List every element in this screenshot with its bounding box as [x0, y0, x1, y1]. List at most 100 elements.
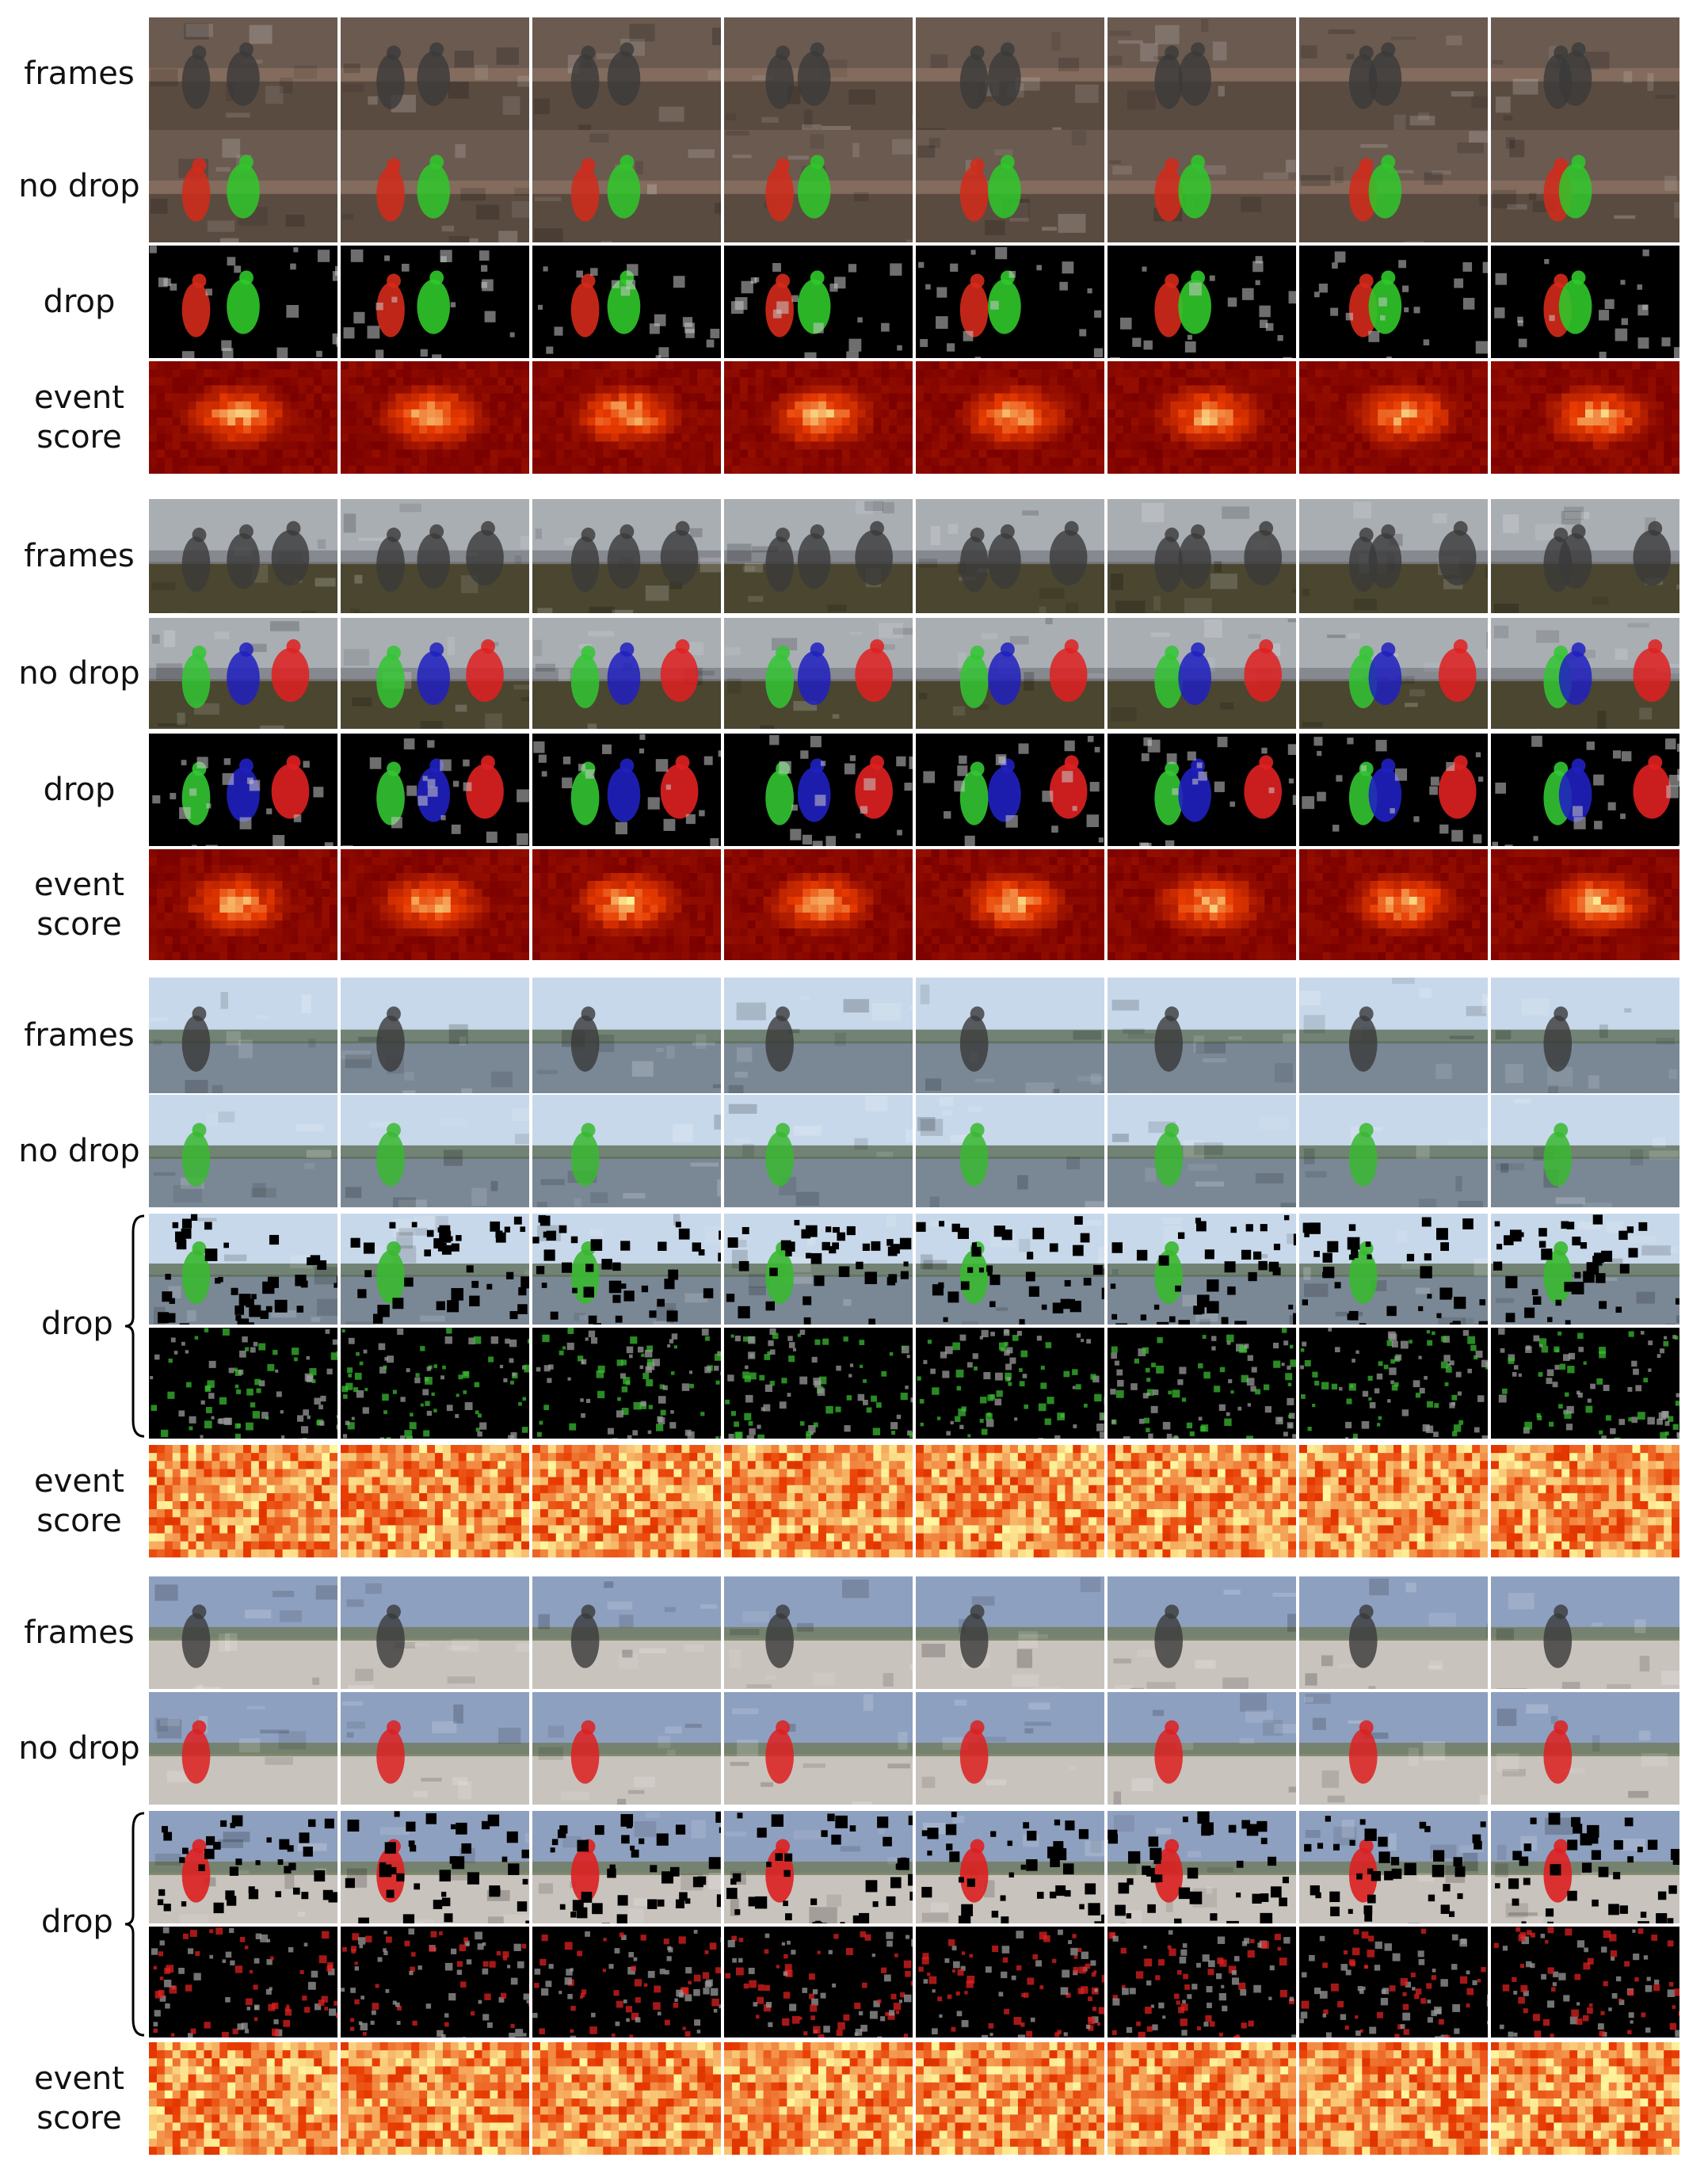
motocross-no-drop-frame-7 [1299, 1095, 1488, 1207]
motocross-drop-a-frame-5 [916, 1214, 1104, 1325]
motocross-drop-b-image-5 [916, 1328, 1104, 1439]
skater-event-score-frame-2 [341, 2042, 529, 2155]
skater-frames-image-8 [1491, 1576, 1679, 1689]
motocross-frames-label-text: frames [24, 1017, 135, 1054]
skater-drop-brace [120, 1811, 152, 2037]
bike-repair-drop-image-7 [1299, 246, 1488, 358]
motocross-drop-a-frame-1 [149, 1214, 337, 1325]
bike-repair-event-score-image-7 [1299, 361, 1488, 474]
bike-repair-frames-frame-6 [1108, 17, 1296, 130]
bike-repair-frames-label-text: frames [24, 55, 135, 92]
motocross-drop-b-frame-8 [1491, 1328, 1679, 1439]
skater-drop-b-row [0, 1927, 1708, 2037]
skater-event-score-frame-7 [1299, 2042, 1488, 2155]
bike-repair-drop-image-6 [1108, 246, 1296, 358]
bike-repair-frames-frame-2 [341, 17, 529, 130]
dog-training-event-score-image-2 [341, 849, 529, 960]
skater-event-score-image-8 [1491, 2042, 1679, 2155]
dog-training-frames-image-5 [916, 499, 1104, 613]
skater-no-drop-row-cells [149, 1692, 1679, 1805]
motocross-drop-a-row [0, 1214, 1708, 1325]
bike-repair-event-score-row [0, 361, 1708, 474]
event-score-label-line2: score [36, 419, 122, 456]
motocross-frames-frame-3 [532, 978, 721, 1093]
dog-training-event-score-frame-4 [724, 849, 913, 960]
bike-repair-drop-frame-8 [1491, 246, 1679, 358]
skater-event-score-frame-5 [916, 2042, 1104, 2155]
motocross-no-drop-image-7 [1299, 1095, 1488, 1207]
bike-repair-drop-frame-7 [1299, 246, 1488, 358]
skater-no-drop-row [0, 1692, 1708, 1805]
dog-training-frames-row [0, 499, 1708, 613]
dog-training-no-drop-frame-4 [724, 618, 913, 729]
dog-training-event-score-image-7 [1299, 849, 1488, 960]
dog-training-frames-image-2 [341, 499, 529, 613]
bike-repair-no-drop-frame-3 [532, 130, 721, 242]
bike-repair-frames-frame-5 [916, 17, 1104, 130]
skater-frames-frame-1 [149, 1576, 337, 1689]
skater-no-drop-image-8 [1491, 1692, 1679, 1805]
motocross-event-score-frame-7 [1299, 1445, 1488, 1557]
dog-training-frames-frame-5 [916, 499, 1104, 613]
motocross-no-drop-row [0, 1095, 1708, 1207]
bike-repair-no-drop-image-3 [532, 130, 721, 242]
bike-repair-frames-label: frames [0, 17, 158, 130]
dog-training-event-score-image-8 [1491, 849, 1679, 960]
bike-repair-event-score-frame-1 [149, 361, 337, 474]
dog-training-no-drop-frame-1 [149, 618, 337, 729]
bike-repair-no-drop-frame-7 [1299, 130, 1488, 242]
skater-no-drop-label: no drop [0, 1692, 158, 1805]
skater-drop-a-frame-7 [1299, 1811, 1488, 1923]
skater-event-score-frame-8 [1491, 2042, 1679, 2155]
dog-training-frames-frame-8 [1491, 499, 1679, 613]
bike-repair-drop-frame-1 [149, 246, 337, 358]
motocross-no-drop-frame-8 [1491, 1095, 1679, 1207]
skater-frames-frame-7 [1299, 1576, 1488, 1689]
skater-drop-b-row-cells [149, 1927, 1679, 2037]
motocross-event-score-image-7 [1299, 1445, 1488, 1557]
bike-repair-frames-frame-4 [724, 17, 913, 130]
skater-frames-frame-6 [1108, 1576, 1296, 1689]
bike-repair-frames-row [0, 17, 1708, 130]
skater-frames-label-text: frames [24, 1614, 135, 1651]
dog-training-drop-image-8 [1491, 734, 1679, 846]
dog-training-no-drop-label-text: no drop [18, 655, 140, 692]
skater-event-score-frame-3 [532, 2042, 721, 2155]
motocross-event-score-frame-4 [724, 1445, 913, 1557]
bike-repair-event-score-frame-3 [532, 361, 721, 474]
bike-repair-drop-frame-5 [916, 246, 1104, 358]
bike-repair-drop-frame-2 [341, 246, 529, 358]
motocross-frames-image-3 [532, 978, 721, 1093]
motocross-drop-a-image-2 [341, 1214, 529, 1325]
bike-repair-no-drop-frame-4 [724, 130, 913, 242]
motocross-drop-a-frame-2 [341, 1214, 529, 1325]
motocross-drop-b-row-cells [149, 1328, 1679, 1439]
skater-drop-a-image-3 [532, 1811, 721, 1923]
motocross-event-score-image-4 [724, 1445, 913, 1557]
motocross-frames-frame-6 [1108, 978, 1296, 1093]
motocross-event-score-frame-6 [1108, 1445, 1296, 1557]
skater-event-score-frame-1 [149, 2042, 337, 2155]
skater-drop-a-frame-8 [1491, 1811, 1679, 1923]
skater-drop-a-image-1 [149, 1811, 337, 1923]
dog-training-drop-image-3 [532, 734, 721, 846]
skater-drop-a-frame-2 [341, 1811, 529, 1923]
dog-training-event-score-image-3 [532, 849, 721, 960]
bike-repair-event-score-frame-2 [341, 361, 529, 474]
bike-repair-no-drop-image-4 [724, 130, 913, 242]
motocross-drop-a-image-1 [149, 1214, 337, 1325]
dog-training-frames-image-4 [724, 499, 913, 613]
skater-drop-b-frame-4 [724, 1927, 913, 2037]
dog-training-no-drop-label: no drop [0, 618, 158, 729]
bike-repair-no-drop-label: no drop [0, 130, 158, 242]
motocross-frames-frame-5 [916, 978, 1104, 1093]
bike-repair-event-score-image-6 [1108, 361, 1296, 474]
skater-no-drop-frame-5 [916, 1692, 1104, 1805]
skater-frames-image-4 [724, 1576, 913, 1689]
motocross-drop-b-frame-3 [532, 1328, 721, 1439]
dog-training-no-drop-image-3 [532, 618, 721, 729]
dog-training-event-score-frame-8 [1491, 849, 1679, 960]
motocross-event-score-frame-5 [916, 1445, 1104, 1557]
bike-repair-drop-frame-6 [1108, 246, 1296, 358]
bike-repair-drop-frame-4 [724, 246, 913, 358]
